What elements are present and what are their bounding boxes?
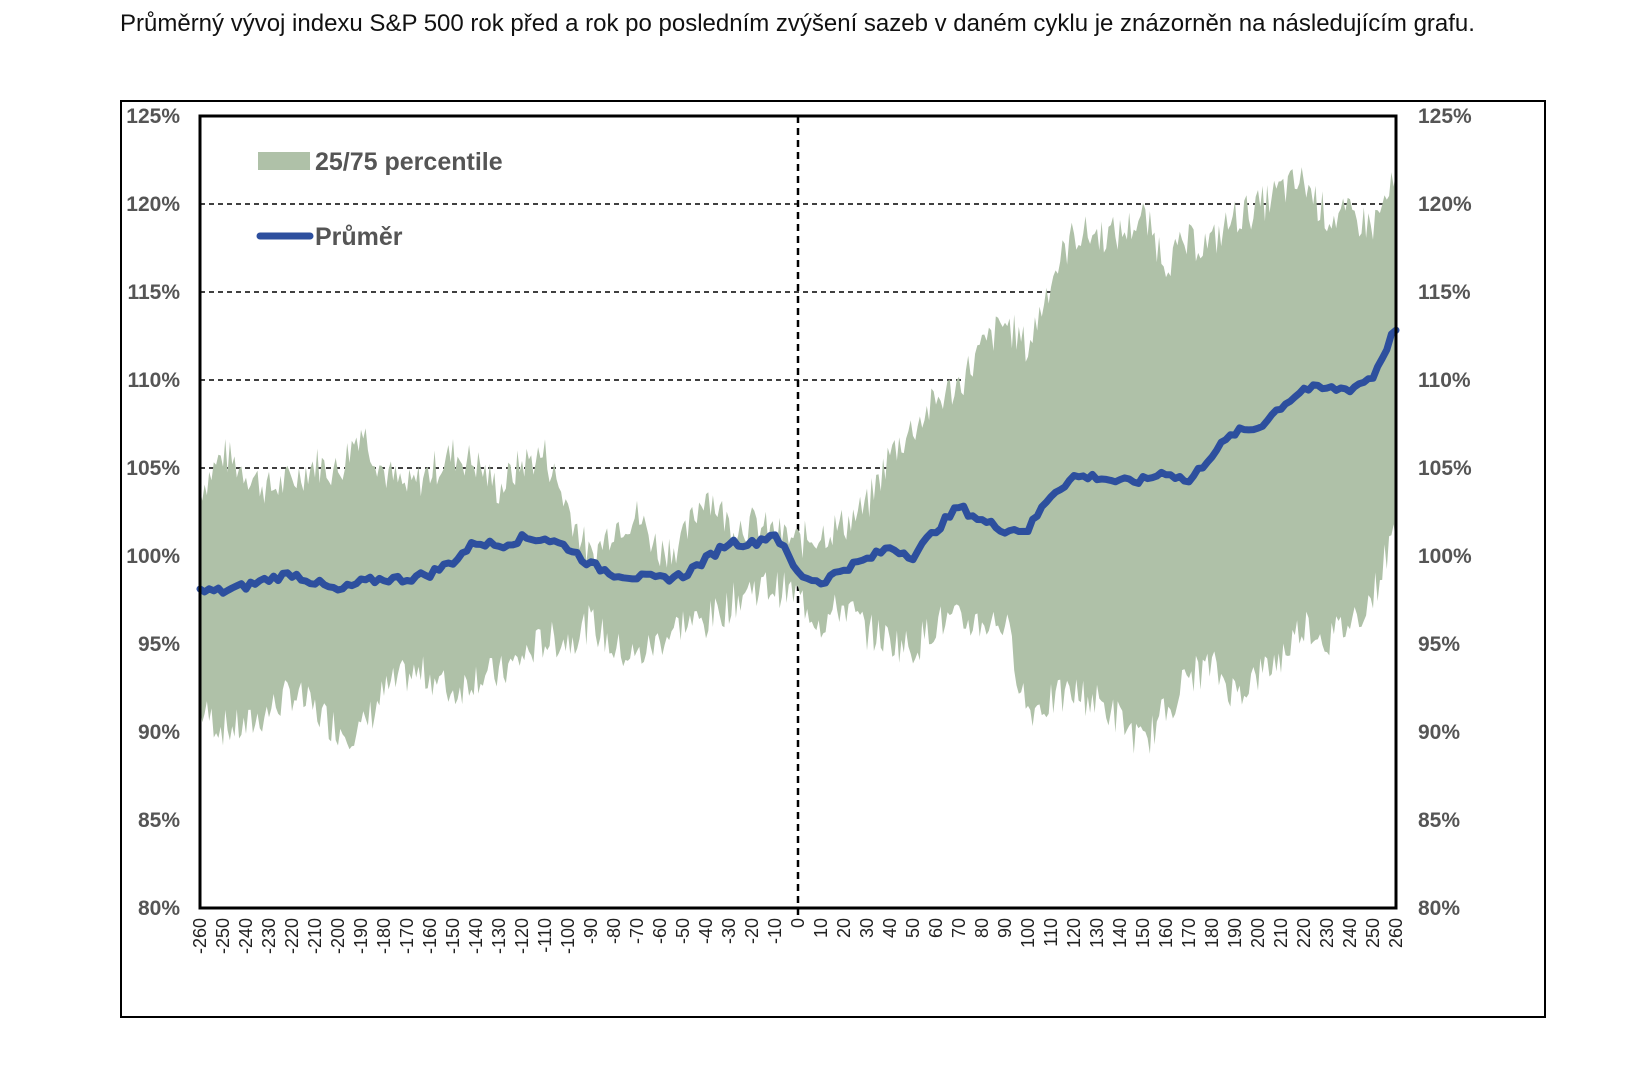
y-tick-left-label: 125% (126, 105, 180, 128)
x-tick-label: -150 (443, 918, 463, 954)
y-tick-right-label: 105% (1418, 457, 1472, 480)
x-tick-label: -70 (627, 918, 647, 944)
y-tick-right-label: 85% (1418, 809, 1460, 832)
legend: 25/75 percentile Průměr (256, 148, 503, 251)
x-tick-label: -60 (650, 918, 670, 944)
x-tick-label: 100 (1018, 918, 1038, 948)
x-tick-label: 150 (1133, 918, 1153, 948)
gridlines (200, 116, 1396, 916)
x-tick-label: 80 (972, 918, 992, 938)
x-tick-label: 240 (1340, 918, 1360, 948)
x-tick-label: 200 (1248, 918, 1268, 948)
x-tick-label: 50 (903, 918, 923, 938)
y-tick-left-label: 115% (127, 281, 180, 304)
x-tick-label: 160 (1156, 918, 1176, 948)
chart-frame: 80% 85% 90% 95% 100% 105% 110% 115% 120% 125% 80%… (120, 100, 1546, 1018)
x-tick-label: -50 (673, 918, 693, 944)
y-tick-right-label: 125% (1418, 105, 1472, 128)
x-tick-label: -200 (328, 918, 348, 954)
x-tick-label: -130 (489, 918, 509, 954)
y-tick-left-label: 85% (138, 809, 180, 832)
intro-paragraph: Průměrný vývoj indexu S&P 500 rok před a… (120, 10, 1475, 37)
y-axis-left: 80% 85% 90% 95% 100% 105% 110% 115% 120% 125% (126, 105, 180, 920)
y-tick-right-label: 115% (1418, 281, 1471, 304)
x-tick-label: 10 (811, 918, 831, 938)
x-tick-label: 180 (1202, 918, 1222, 948)
x-tick-label: -220 (282, 918, 302, 954)
x-tick-label: -170 (397, 918, 417, 954)
average-polyline (196, 326, 1400, 597)
x-tick-label: -30 (719, 918, 739, 944)
x-tick-label: -110 (535, 918, 555, 953)
x-tick-label: -190 (351, 918, 371, 954)
legend-swatch-band (258, 152, 310, 170)
x-tick-label: 40 (880, 918, 900, 938)
x-tick-label: -160 (420, 918, 440, 954)
x-tick-label: -20 (742, 918, 762, 944)
x-tick-label: -100 (558, 918, 578, 954)
y-tick-left-label: 95% (138, 633, 180, 656)
x-tick-label: -210 (305, 918, 325, 954)
band-area (200, 167, 1396, 754)
x-tick-label: 250 (1363, 918, 1383, 948)
x-tick-label: 120 (1064, 918, 1084, 948)
x-tick-label: 140 (1110, 918, 1130, 948)
y-tick-right-label: 120% (1418, 193, 1472, 216)
x-tick-label: -240 (236, 918, 256, 954)
x-axis: -260 -250 -240 -230 -220 -210 -200 -190 -180 -170… (190, 918, 1406, 954)
x-tick-label: -180 (374, 918, 394, 954)
x-tick-label: -80 (604, 918, 624, 944)
x-tick-label: -40 (696, 918, 716, 944)
sp500-chart: 80% 85% 90% 95% 100% 105% 110% 115% 120% 125% 80%… (126, 105, 1472, 954)
x-tick-label: -230 (259, 918, 279, 954)
percentile-band (200, 167, 1396, 754)
y-tick-right-label: 95% (1418, 633, 1460, 656)
x-tick-label: 130 (1087, 918, 1107, 948)
x-tick-label: 110 (1041, 918, 1061, 947)
x-tick-label: -250 (213, 918, 233, 954)
y-tick-right-label: 90% (1418, 721, 1460, 744)
y-tick-left-label: 110% (127, 369, 180, 392)
x-tick-label: -90 (581, 918, 601, 944)
x-tick-label: 90 (995, 918, 1015, 938)
x-tick-label: 210 (1271, 918, 1291, 948)
y-tick-left-label: 120% (126, 193, 180, 216)
y-tick-left-label: 90% (138, 721, 180, 744)
y-tick-left-label: 100% (126, 545, 180, 568)
x-tick-label: -120 (512, 918, 532, 954)
x-tick-label: 70 (949, 918, 969, 938)
x-tick-label: 190 (1225, 918, 1245, 948)
y-tick-right-label: 100% (1418, 545, 1472, 568)
x-tick-label: 220 (1294, 918, 1314, 948)
y-tick-left-label: 80% (138, 897, 180, 920)
x-tick-label: -140 (466, 918, 486, 954)
x-tick-label: -260 (190, 918, 210, 954)
x-tick-label: 30 (857, 918, 877, 938)
y-axis-right: 80% 85% 90% 95% 100% 105% 110% 115% 120% 125% (1418, 105, 1472, 920)
x-tick-label: 170 (1179, 918, 1199, 948)
y-tick-right-label: 110% (1418, 369, 1471, 392)
x-tick-label: 260 (1386, 918, 1406, 948)
x-tick-label: -10 (765, 918, 785, 944)
average-line (196, 326, 1400, 597)
x-tick-label: 0 (788, 918, 808, 928)
y-tick-left-label: 105% (126, 457, 180, 480)
x-tick-label: 60 (926, 918, 946, 938)
x-tick-label: 230 (1317, 918, 1337, 948)
plot-area-border (198, 114, 1398, 910)
legend-label-band: 25/75 percentile (315, 148, 503, 176)
x-tick-label: 20 (834, 918, 854, 938)
legend-label-line: Průměr (315, 223, 403, 251)
y-tick-right-label: 80% (1418, 897, 1460, 920)
